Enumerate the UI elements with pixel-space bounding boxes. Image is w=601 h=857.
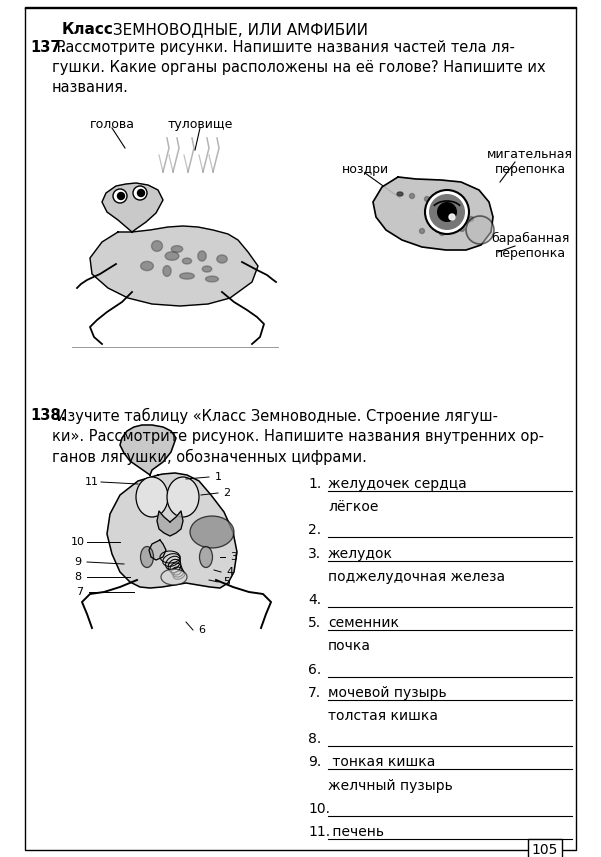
Circle shape bbox=[460, 208, 465, 213]
Polygon shape bbox=[120, 425, 176, 475]
Text: Рассмотрите рисунки. Напишите названия частей тела ля-
гушки. Какие органы распо: Рассмотрите рисунки. Напишите названия ч… bbox=[52, 40, 546, 94]
Ellipse shape bbox=[151, 241, 162, 251]
Text: 3: 3 bbox=[231, 552, 237, 562]
Ellipse shape bbox=[180, 273, 194, 279]
Circle shape bbox=[425, 190, 469, 234]
Text: поджелудочная железа: поджелудочная железа bbox=[328, 570, 505, 584]
Circle shape bbox=[466, 216, 494, 244]
Text: барабанная
перепонка: барабанная перепонка bbox=[491, 232, 569, 260]
Circle shape bbox=[429, 194, 465, 230]
Ellipse shape bbox=[161, 569, 187, 585]
Text: 2.: 2. bbox=[308, 524, 321, 537]
Text: толстая кишка: толстая кишка bbox=[328, 709, 438, 723]
Text: желудок: желудок bbox=[328, 547, 393, 560]
Text: 5: 5 bbox=[224, 577, 231, 587]
Text: 4.: 4. bbox=[308, 593, 321, 607]
Text: 11: 11 bbox=[85, 477, 99, 487]
Ellipse shape bbox=[171, 246, 183, 252]
Ellipse shape bbox=[163, 266, 171, 277]
Text: ноздри: ноздри bbox=[341, 163, 389, 176]
Text: тонкая кишка: тонкая кишка bbox=[328, 755, 435, 770]
Polygon shape bbox=[373, 177, 493, 250]
Text: 8.: 8. bbox=[308, 732, 322, 746]
Circle shape bbox=[409, 194, 415, 199]
Text: 7.: 7. bbox=[308, 686, 321, 700]
Circle shape bbox=[435, 203, 439, 208]
Ellipse shape bbox=[397, 192, 403, 196]
Ellipse shape bbox=[136, 477, 168, 517]
Text: печень: печень bbox=[328, 825, 384, 839]
Circle shape bbox=[449, 214, 455, 220]
Text: 10.: 10. bbox=[308, 802, 330, 816]
Text: 11.: 11. bbox=[308, 825, 330, 839]
Ellipse shape bbox=[182, 258, 192, 264]
Text: 2: 2 bbox=[224, 488, 231, 498]
Polygon shape bbox=[157, 511, 183, 536]
Polygon shape bbox=[149, 540, 166, 560]
Ellipse shape bbox=[190, 516, 234, 548]
Circle shape bbox=[419, 229, 424, 233]
Text: 1.: 1. bbox=[308, 477, 322, 491]
Text: 9.: 9. bbox=[308, 755, 322, 770]
Text: 137.: 137. bbox=[30, 40, 66, 55]
Circle shape bbox=[439, 231, 445, 236]
Ellipse shape bbox=[141, 547, 153, 567]
Ellipse shape bbox=[165, 252, 179, 261]
Text: 10: 10 bbox=[71, 537, 85, 547]
Circle shape bbox=[113, 189, 127, 203]
Text: 105: 105 bbox=[532, 843, 558, 857]
Text: ЗЕМНОВОДНЫЕ, ИЛИ АМФИБИИ: ЗЕМНОВОДНЫЕ, ИЛИ АМФИБИИ bbox=[108, 22, 368, 37]
Text: 138.: 138. bbox=[30, 408, 66, 423]
Circle shape bbox=[133, 186, 147, 200]
Ellipse shape bbox=[217, 255, 227, 263]
Text: голова: голова bbox=[90, 118, 135, 131]
Circle shape bbox=[469, 217, 474, 221]
Text: Изучите таблицу «Класс Земноводные. Строение лягуш-
ки». Рассмотрите рисунок. На: Изучите таблицу «Класс Земноводные. Стро… bbox=[52, 408, 544, 465]
Text: 8: 8 bbox=[75, 572, 82, 582]
Text: 7: 7 bbox=[76, 587, 84, 597]
Circle shape bbox=[445, 213, 450, 219]
Circle shape bbox=[424, 196, 430, 201]
Polygon shape bbox=[107, 473, 237, 588]
Ellipse shape bbox=[200, 547, 213, 567]
Text: 5.: 5. bbox=[308, 616, 321, 630]
Polygon shape bbox=[90, 226, 258, 306]
Text: 1: 1 bbox=[215, 472, 222, 482]
Circle shape bbox=[430, 219, 435, 224]
Ellipse shape bbox=[141, 261, 153, 271]
Text: 9: 9 bbox=[75, 557, 82, 567]
Ellipse shape bbox=[203, 266, 212, 272]
Text: лёгкое: лёгкое bbox=[328, 500, 379, 514]
Text: туловище: туловище bbox=[167, 118, 233, 131]
Circle shape bbox=[460, 226, 465, 231]
Text: 6.: 6. bbox=[308, 662, 322, 676]
Text: желудочек сердца: желудочек сердца bbox=[328, 477, 467, 491]
Text: мочевой пузырь: мочевой пузырь bbox=[328, 686, 447, 700]
Text: 3.: 3. bbox=[308, 547, 321, 560]
Polygon shape bbox=[102, 183, 163, 232]
Circle shape bbox=[138, 189, 144, 196]
Circle shape bbox=[450, 199, 454, 203]
Text: почка: почка bbox=[328, 639, 371, 653]
Text: семенник: семенник bbox=[328, 616, 399, 630]
Text: мигательная
перепонка: мигательная перепонка bbox=[487, 148, 573, 176]
Text: 6: 6 bbox=[198, 625, 206, 635]
Text: желчный пузырь: желчный пузырь bbox=[328, 779, 453, 793]
Ellipse shape bbox=[206, 276, 218, 282]
Ellipse shape bbox=[198, 251, 206, 261]
Circle shape bbox=[118, 193, 124, 200]
Text: 4: 4 bbox=[227, 567, 234, 577]
Ellipse shape bbox=[167, 477, 199, 517]
Text: Класс: Класс bbox=[62, 22, 114, 37]
Circle shape bbox=[437, 202, 457, 222]
